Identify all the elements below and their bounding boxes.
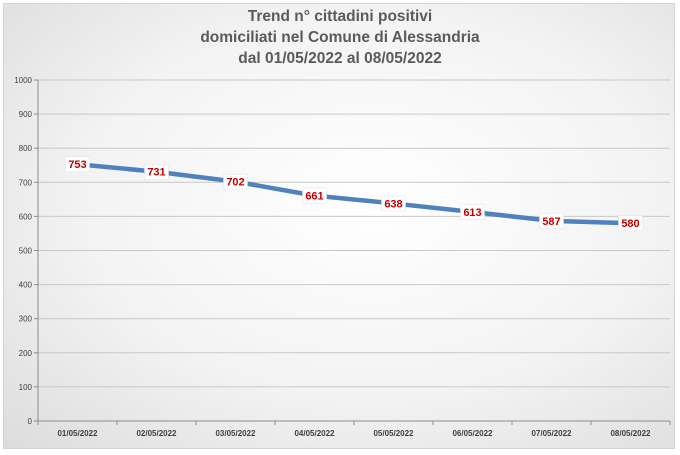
y-tick-label: 200: [19, 349, 33, 358]
x-tick-label: 08/05/2022: [610, 429, 651, 438]
data-label-box: [144, 163, 169, 180]
x-tick-label: 02/05/2022: [136, 429, 177, 438]
data-label: 580: [621, 218, 639, 230]
x-tick-label: 05/05/2022: [373, 429, 414, 438]
y-tick-label: 600: [19, 212, 33, 221]
x-tick-label: 03/05/2022: [215, 429, 256, 438]
data-label: 731: [147, 167, 165, 179]
data-label-box: [65, 156, 90, 172]
y-tick-label: 800: [19, 144, 33, 153]
data-label-box: [539, 213, 564, 229]
y-tick-label: 700: [19, 178, 33, 187]
x-tick-label: 04/05/2022: [294, 429, 335, 438]
series-line: [75, 161, 633, 226]
data-label-box: [302, 187, 327, 204]
y-tick-label: 100: [19, 383, 33, 392]
y-tick-label: 500: [19, 247, 33, 256]
chart-title-line-3: dal 01/05/2022 al 08/05/2022: [238, 50, 442, 67]
axes: 0 100 200 300 400 500 600 700 800 900 1000 01/05/20…: [14, 76, 671, 438]
chart-title: Trend n° cittadini positivi domiciliati …: [0, 6, 680, 69]
y-tick-label: 900: [19, 110, 33, 119]
data-label: 702: [226, 177, 244, 189]
y-tick-label: 400: [19, 281, 33, 290]
data-label: 587: [542, 216, 560, 228]
chart-title-line-2: domiciliati nel Comune di Alessandria: [200, 29, 480, 46]
data-label: 661: [305, 191, 323, 203]
x-tick-label: 06/05/2022: [452, 429, 493, 438]
data-label: 638: [384, 198, 402, 210]
y-tick-label: 300: [19, 315, 33, 324]
y-tick-label: 0: [28, 417, 33, 426]
y-tick-label: 1000: [14, 76, 32, 85]
data-label-box: [460, 204, 485, 220]
x-tick-label: 01/05/2022: [57, 429, 98, 438]
data-label: 613: [463, 207, 481, 219]
data-label-box: [618, 215, 643, 231]
data-label-box: [223, 173, 248, 190]
chart-title-line-1: Trend n° cittadini positivi: [247, 8, 433, 25]
gridlines: [38, 79, 670, 388]
data-label-box: [381, 195, 406, 212]
x-tick-label: 07/05/2022: [531, 429, 572, 438]
data-label: 753: [68, 159, 86, 171]
data-labels: 753 731 702 661 638 613 587 580: [65, 156, 643, 231]
series: [75, 161, 633, 226]
